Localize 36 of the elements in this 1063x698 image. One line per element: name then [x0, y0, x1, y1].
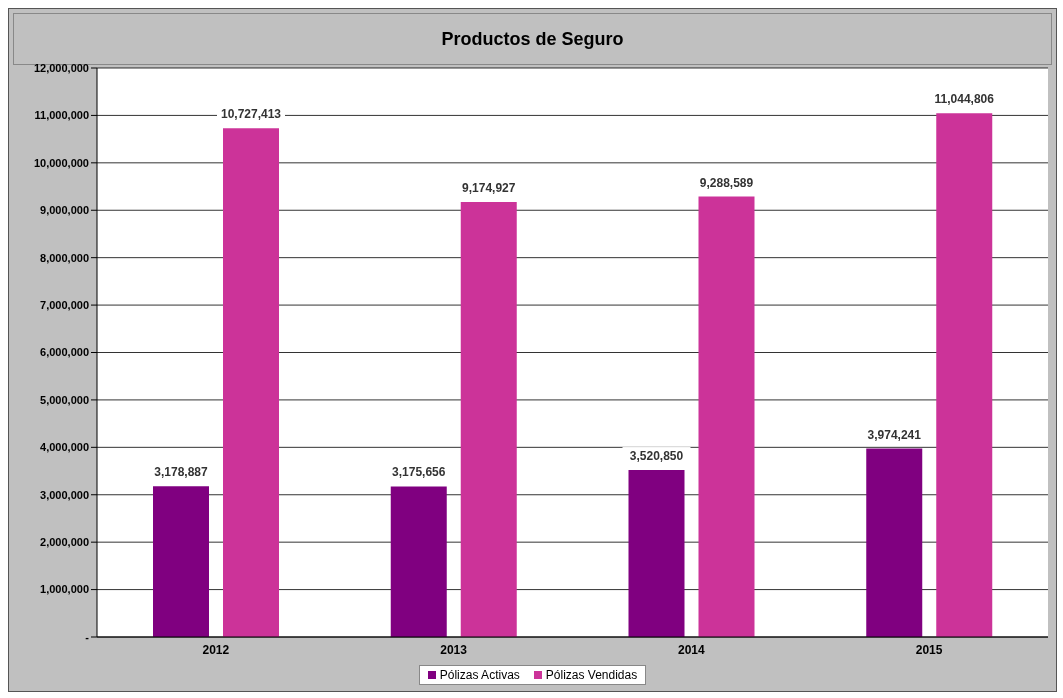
data-label: 9,288,589: [699, 175, 754, 190]
bar: [153, 486, 209, 637]
bar: [390, 486, 447, 637]
y-tick-label: 2,000,000: [40, 536, 89, 549]
data-label: 3,520,850: [629, 449, 684, 464]
data-label: 11,044,806: [934, 92, 995, 107]
bar: [628, 470, 685, 637]
y-tick-label: 4,000,000: [40, 441, 89, 454]
y-tick-label: 9,000,000: [40, 204, 89, 217]
y-tick-label: 6,000,000: [40, 346, 89, 359]
data-label: 9,174,927: [462, 180, 516, 195]
legend-label: Pólizas Vendidas: [544, 668, 638, 682]
y-tick-label: 8,000,000: [40, 251, 89, 264]
data-label: 3,175,656: [392, 465, 446, 480]
data-label: 3,974,241: [867, 427, 922, 442]
bar: [936, 113, 993, 637]
y-tick-label: 12,000,000: [33, 61, 89, 74]
legend-label: Pólizas Activas: [438, 668, 520, 682]
y-tick-label: -: [85, 630, 90, 643]
y-tick-label: 1,000,000: [40, 583, 89, 596]
x-tick-label: 2013: [440, 642, 468, 657]
data-label: 3,178,887: [154, 465, 209, 480]
y-tick-label: 10,000,000: [33, 156, 89, 169]
x-tick-label: 2012: [202, 642, 230, 657]
x-tick-label: 2014: [678, 642, 706, 657]
bar: [460, 201, 517, 637]
y-tick-label: 11,000,000: [34, 109, 89, 122]
y-tick-label: 5,000,000: [40, 393, 89, 406]
chart-title: Productos de Seguro: [441, 28, 624, 49]
bar: [223, 128, 279, 637]
x-tick-label: 2015: [915, 642, 943, 657]
y-tick-label: 3,000,000: [40, 488, 89, 501]
y-tick-label: 7,000,000: [40, 298, 89, 311]
bar: [866, 448, 923, 637]
data-label: 10,727,413: [220, 107, 282, 122]
bar: [698, 196, 755, 637]
